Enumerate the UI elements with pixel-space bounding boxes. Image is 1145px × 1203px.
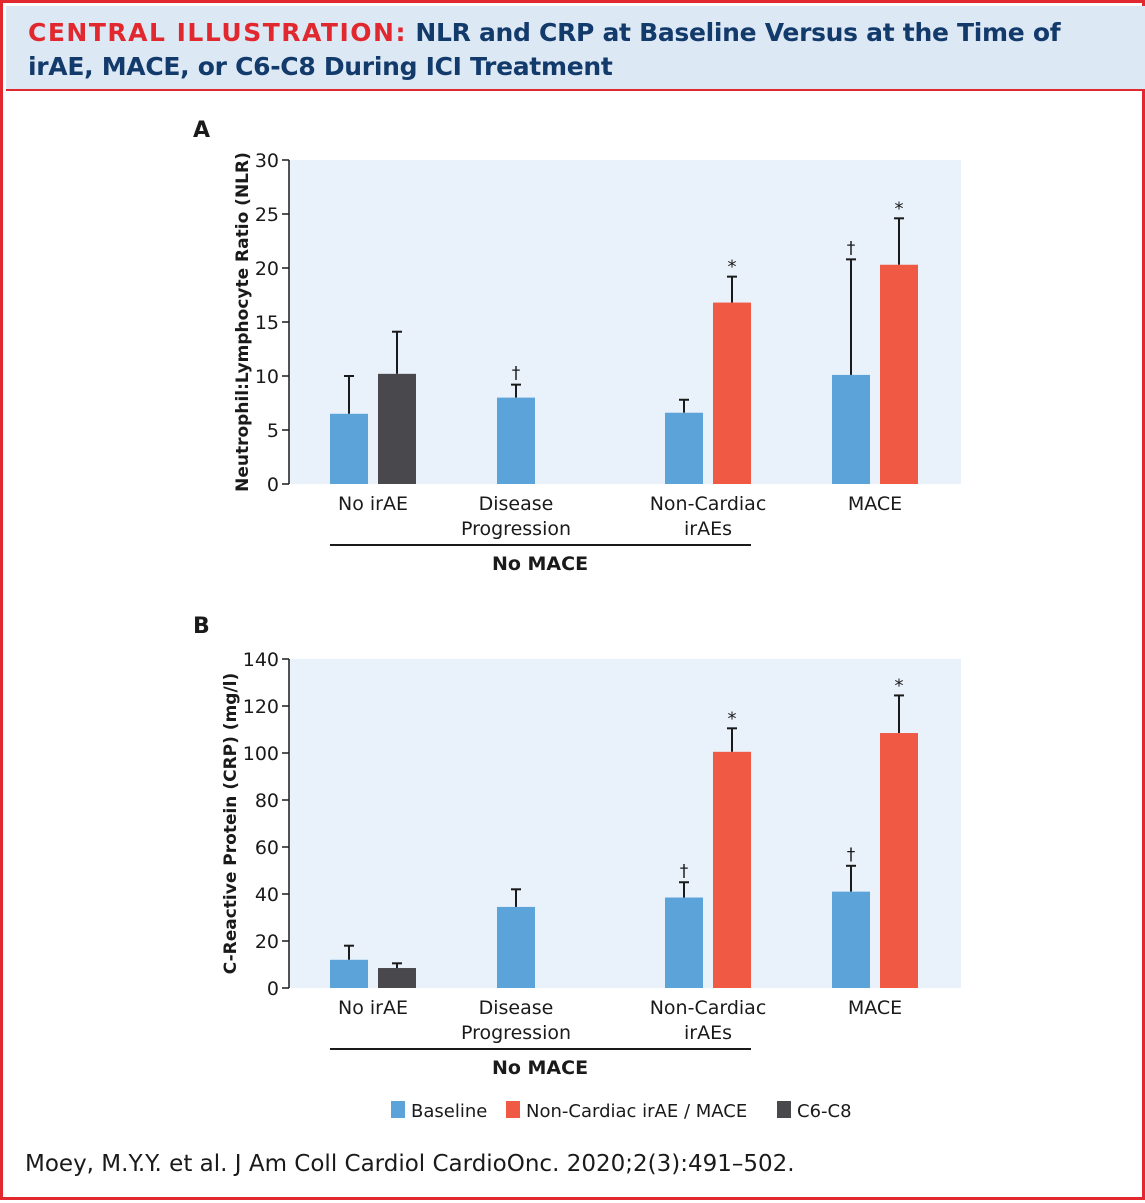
category-label: MACE bbox=[848, 997, 902, 1019]
y-tick-label: 100 bbox=[243, 743, 279, 765]
citation: Moey, M.Y.Y. et al. J Am Coll Cardiol Ca… bbox=[25, 1151, 795, 1177]
legend-swatch-c6c8 bbox=[777, 1101, 791, 1118]
bar-baseline bbox=[330, 959, 368, 988]
bar-baseline bbox=[497, 906, 535, 988]
y-tick-label: 80 bbox=[255, 790, 279, 812]
category-label: Non-Cardiac bbox=[650, 493, 767, 515]
category-label: Disease bbox=[479, 493, 554, 515]
y-axis-title: C-Reactive Protein (CRP) (mg/l) bbox=[221, 673, 241, 975]
y-tick-label: 40 bbox=[255, 884, 279, 906]
bar-baseline bbox=[832, 374, 870, 484]
category-label: Disease bbox=[479, 997, 554, 1019]
y-tick-label: 25 bbox=[255, 204, 279, 226]
significance-dagger: † bbox=[847, 845, 856, 865]
legend-swatch-baseline bbox=[391, 1101, 405, 1118]
y-tick-label: 0 bbox=[267, 474, 279, 496]
category-label: irAEs bbox=[684, 518, 732, 540]
bar-baseline bbox=[665, 897, 703, 988]
bar-baseline bbox=[665, 412, 703, 484]
significance-asterisk: * bbox=[895, 675, 904, 696]
y-tick-label: 20 bbox=[255, 931, 279, 953]
legend-label-baseline: Baseline bbox=[411, 1101, 487, 1122]
category-label: No irAE bbox=[338, 493, 408, 515]
category-label: MACE bbox=[848, 493, 902, 515]
y-tick-label: 15 bbox=[255, 312, 279, 334]
y-tick-label: 30 bbox=[255, 150, 279, 172]
page-title: CENTRAL ILLUSTRATION: NLR and CRP at Bas… bbox=[28, 18, 1061, 47]
significance-asterisk: * bbox=[728, 257, 737, 278]
significance-dagger: † bbox=[680, 861, 689, 881]
legend-label-event: Non-Cardiac irAE / MACE bbox=[526, 1101, 747, 1122]
panel-letter: A bbox=[193, 118, 210, 143]
group-label: No MACE bbox=[492, 1057, 588, 1079]
y-tick-label: 20 bbox=[255, 258, 279, 280]
category-label: irAEs bbox=[684, 1022, 732, 1044]
title-label: CENTRAL ILLUSTRATION: bbox=[28, 18, 407, 47]
header-band: CENTRAL ILLUSTRATION: NLR and CRP at Bas… bbox=[6, 6, 1145, 91]
y-tick-label: 5 bbox=[267, 420, 279, 442]
group-label: No MACE bbox=[492, 553, 588, 575]
y-tick-label: 60 bbox=[255, 837, 279, 859]
title-text-line1: NLR and CRP at Baseline Versus at the Ti… bbox=[406, 18, 1061, 47]
category-label: Progression bbox=[461, 1022, 571, 1044]
y-axis-title: Neutrophil:Lymphocyte Ratio (NLR) bbox=[233, 152, 253, 492]
bar-event bbox=[880, 264, 918, 484]
bar-event bbox=[880, 733, 918, 988]
category-label: Progression bbox=[461, 518, 571, 540]
significance-dagger: † bbox=[847, 238, 856, 258]
bar-event bbox=[713, 751, 751, 988]
category-label: Non-Cardiac bbox=[650, 997, 767, 1019]
title-text-line2: irAE, MACE, or C6-C8 During ICI Treatmen… bbox=[28, 52, 613, 81]
significance-asterisk: * bbox=[728, 708, 737, 729]
bar-baseline bbox=[832, 891, 870, 988]
significance-dagger: † bbox=[512, 364, 521, 384]
category-label: No irAE bbox=[338, 997, 408, 1019]
bar-baseline bbox=[330, 413, 368, 484]
y-tick-label: 10 bbox=[255, 366, 279, 388]
bar-c6c8 bbox=[378, 968, 416, 988]
bar-baseline bbox=[497, 397, 535, 484]
bar-event bbox=[713, 302, 751, 484]
y-tick-label: 0 bbox=[267, 978, 279, 1000]
legend-swatch-event bbox=[506, 1101, 520, 1118]
bar-c6c8 bbox=[378, 373, 416, 484]
y-tick-label: 120 bbox=[243, 696, 279, 718]
panel-letter: B bbox=[193, 614, 210, 639]
significance-asterisk: * bbox=[895, 198, 904, 219]
y-tick-label: 140 bbox=[243, 649, 279, 671]
legend-label-c6c8: C6-C8 bbox=[797, 1101, 852, 1122]
